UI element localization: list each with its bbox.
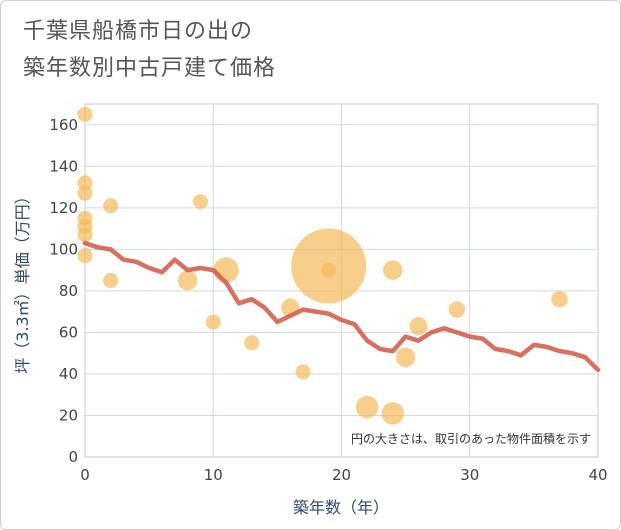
y-tick-label-2: 40: [59, 365, 78, 383]
y-axis-title: 坪（3.3㎡）単価（万円）: [13, 188, 32, 373]
x-axis-title: 築年数（年）: [293, 498, 389, 517]
data-point-19: [103, 273, 119, 288]
data-point-4: [177, 270, 198, 291]
gridlines: [85, 104, 598, 457]
trend-line-group: [82, 240, 601, 373]
data-point-13: [77, 185, 93, 201]
data-point-6: [395, 347, 416, 368]
y-tick-label-1: 20: [59, 406, 78, 424]
x-tick-label-1: 10: [204, 466, 223, 484]
size-legend-note: 円の大きさは、取引のあった物件面積を示す: [351, 431, 591, 446]
y-tick-label-3: 60: [59, 323, 78, 341]
y-tick-label-4: 80: [59, 282, 78, 300]
data-point-22: [244, 335, 260, 351]
x-tick-label-3: 30: [460, 466, 479, 484]
data-point-3: [381, 402, 405, 425]
trend-line: [82, 240, 601, 373]
y-tick-label-6: 120: [49, 199, 78, 217]
y-tick-label-7: 140: [49, 157, 78, 175]
y-tick-label-0: 0: [68, 448, 78, 466]
data-point-24: [321, 262, 337, 278]
data-point-8: [409, 317, 428, 336]
data-point-1: [213, 257, 239, 283]
data-point-12: [77, 175, 93, 191]
data-point-10: [551, 290, 568, 308]
chart-title-line-1: 千葉県船橋市日の出の: [23, 19, 254, 44]
x-tick-label-0: 0: [80, 466, 90, 484]
data-point-16: [77, 227, 93, 243]
data-point-5: [383, 260, 403, 280]
data-point-18: [103, 198, 119, 214]
data-point-2: [355, 395, 379, 419]
y-tick-label-8: 160: [49, 116, 78, 134]
chart-title: 千葉県船橋市日の出の 築年数別中古戸建て価格: [23, 13, 276, 87]
data-point-11: [77, 106, 93, 122]
data-point-9: [448, 301, 466, 318]
data-point-21: [205, 314, 221, 330]
x-tick-labels: 0 10 20 30 40: [80, 466, 607, 484]
y-tick-labels: 0 20 40 60 80 100 120 140 160: [49, 116, 78, 466]
x-tick-label-2: 20: [332, 466, 351, 484]
data-bubbles: [77, 106, 568, 425]
data-point-20: [192, 194, 208, 210]
data-point-23: [295, 364, 311, 380]
data-point-17: [77, 248, 93, 264]
x-tick-label-4: 40: [588, 466, 607, 484]
y-tick-label-5: 100: [49, 240, 78, 258]
chart-title-line-2: 築年数別中古戸建て価格: [23, 56, 277, 81]
